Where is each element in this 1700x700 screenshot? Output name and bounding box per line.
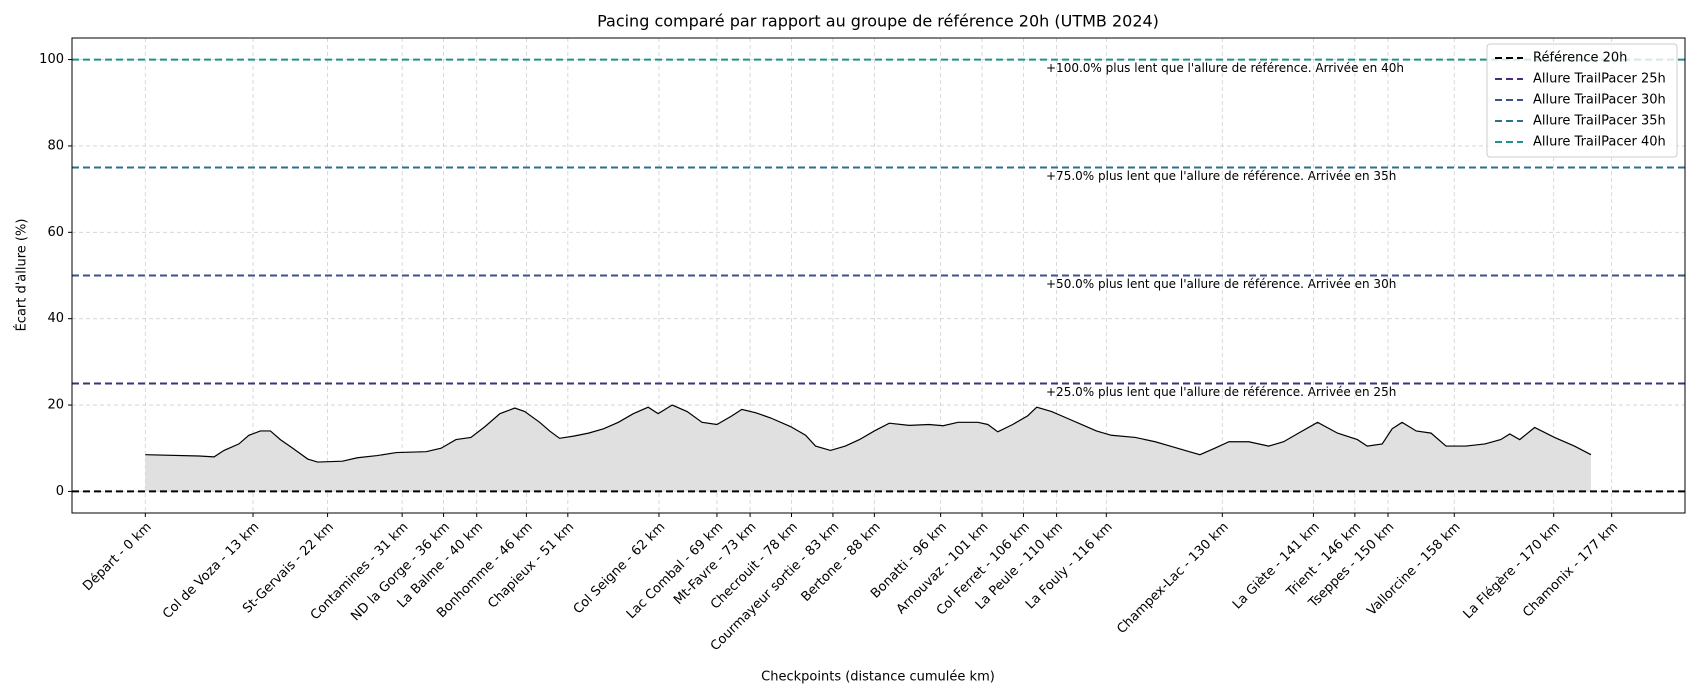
annotation: +50.0% plus lent que l'allure de référen… bbox=[1046, 277, 1396, 291]
y-tick-label: 80 bbox=[47, 138, 64, 153]
y-tick-label: 20 bbox=[47, 398, 64, 413]
x-tick-label: Départ - 0 km bbox=[80, 520, 154, 594]
annotation: +100.0% plus lent que l'allure de référe… bbox=[1046, 61, 1404, 75]
x-axis-label: Checkpoints (distance cumulée km) bbox=[761, 670, 995, 685]
legend-box bbox=[1486, 43, 1678, 158]
annotation: +25.0% plus lent que l'allure de référen… bbox=[1046, 385, 1396, 399]
y-tick-label: 60 bbox=[47, 225, 64, 240]
x-tick-label: Champex-Lac - 130 km bbox=[1114, 520, 1231, 637]
y-tick-label: 0 bbox=[56, 484, 64, 499]
x-tick-label: La Flégère - 170 km bbox=[1461, 520, 1563, 622]
y-axis-label: Écart d'allure (%) bbox=[14, 219, 30, 332]
legend-label: Référence 20h bbox=[1533, 51, 1627, 66]
y-tick-label: 100 bbox=[39, 52, 64, 67]
plot-frame bbox=[71, 37, 1686, 514]
y-tick-label: 40 bbox=[47, 311, 64, 326]
annotation: +75.0% plus lent que l'allure de référen… bbox=[1046, 169, 1396, 183]
legend-label: Allure TrailPacer 35h bbox=[1533, 114, 1666, 129]
x-tick-label: La Fouly - 116 km bbox=[1023, 520, 1116, 613]
legend: Référence 20h Allure TrailPacer 25h Allure… bbox=[1486, 43, 1678, 158]
area-line bbox=[145, 404, 1592, 463]
legend-label: Allure TrailPacer 40h bbox=[1533, 135, 1666, 150]
area-fill bbox=[145, 405, 1591, 492]
legend-label: Allure TrailPacer 30h bbox=[1533, 93, 1666, 108]
chart-title: Pacing comparé par rapport au groupe de … bbox=[597, 12, 1159, 31]
legend-label: Allure TrailPacer 25h bbox=[1533, 72, 1666, 87]
x-tick-label: Chamonix - 177 km bbox=[1520, 520, 1621, 621]
